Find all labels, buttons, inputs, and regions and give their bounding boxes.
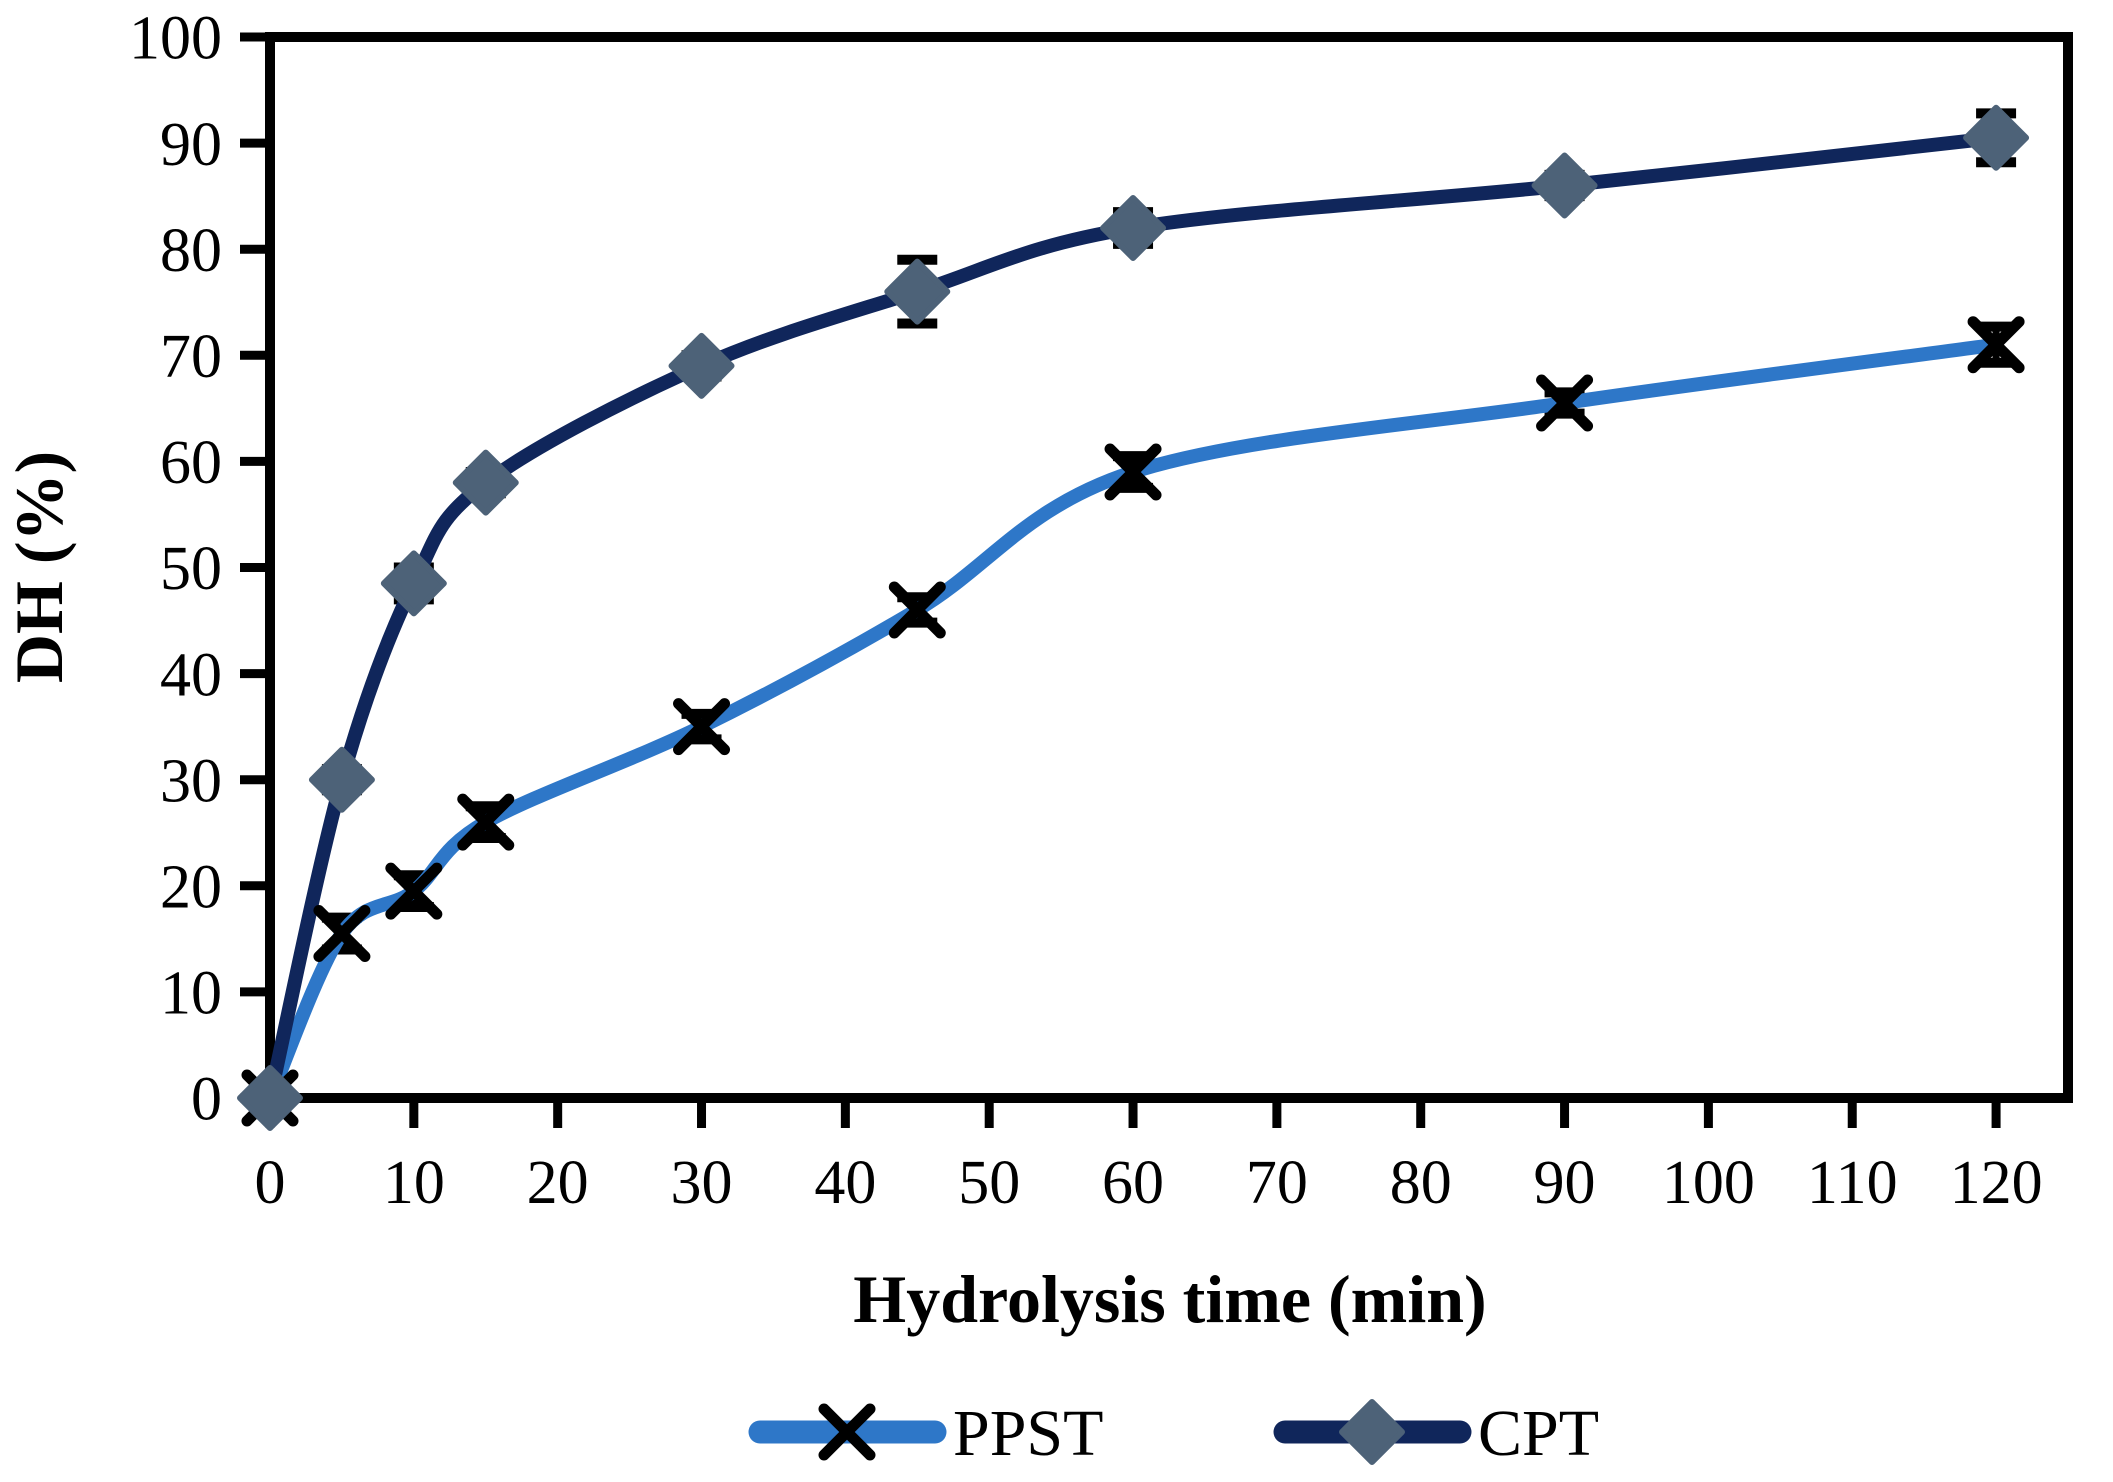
x-tick-label: 100	[1662, 1149, 1755, 1217]
diamond-marker	[668, 332, 735, 399]
diamond-marker	[884, 258, 951, 325]
x-axis-title: Hydrolysis time (min)	[853, 1261, 1486, 1337]
x-tick-label: 20	[527, 1149, 589, 1217]
x-marker	[1967, 316, 2025, 374]
y-tick-label: 100	[129, 5, 222, 73]
error-bars-ppst	[250, 321, 2017, 1109]
legend-swatch-cpt	[1273, 1399, 1472, 1465]
plot-area: 0 10 20 30 40 50 60 70 80 90 100 110 120 0 10 20 30 40 50 6…	[129, 5, 2073, 1217]
x-tick-label: 30	[671, 1149, 733, 1217]
y-tick-label: 10	[160, 960, 222, 1028]
legend-label-cpt: CPT	[1478, 1397, 1599, 1470]
diamond-marker	[452, 449, 519, 516]
diamond-marker	[1531, 152, 1598, 219]
series-line-cpt	[263, 130, 2004, 1105]
y-tick-label: 20	[160, 854, 222, 922]
legend: PPST CPT	[748, 1397, 1599, 1470]
y-tick-label: 50	[160, 535, 222, 603]
legend-label-ppst: PPST	[953, 1397, 1103, 1470]
x-marker	[313, 905, 371, 963]
legend-x-marker-icon	[818, 1403, 876, 1461]
y-tick-label: 0	[191, 1066, 222, 1134]
x-marker	[1104, 443, 1162, 501]
y-tick-label: 60	[160, 429, 222, 497]
x-marker	[1536, 374, 1594, 432]
diamond-marker	[1100, 194, 1167, 261]
legend-diamond-marker-icon	[1339, 1399, 1405, 1465]
x-tick-label: 60	[1102, 1149, 1164, 1217]
x-marker	[385, 862, 443, 920]
x-tick-label: 70	[1246, 1149, 1308, 1217]
x-tick-label: 10	[383, 1149, 445, 1217]
series-markers-cpt	[237, 104, 2030, 1131]
diamond-marker	[237, 1065, 303, 1131]
plot-frame	[265, 32, 2073, 1103]
series-markers-ppst	[241, 316, 2025, 1127]
diamond-marker	[380, 550, 447, 617]
y-tick-label: 70	[160, 323, 222, 391]
legend-swatch-ppst	[748, 1403, 947, 1461]
diamond-marker	[1963, 104, 2030, 171]
x-tick-label: 80	[1390, 1149, 1452, 1217]
diamond-marker	[308, 746, 375, 813]
x-tick-label: 0	[255, 1149, 286, 1217]
error-bars-cpt	[250, 108, 2017, 1109]
x-tick-label: 120	[1950, 1149, 2043, 1217]
y-tick-label: 80	[160, 217, 222, 285]
x-tick-label: 90	[1534, 1149, 1596, 1217]
y-axis-title: DH (%)	[1, 451, 77, 683]
y-tick-label: 90	[160, 111, 222, 179]
x-tick-label: 110	[1807, 1149, 1898, 1217]
y-tick-label: 40	[160, 641, 222, 709]
y-tick-label: 30	[160, 747, 222, 815]
x-marker	[673, 698, 731, 756]
x-tick-label: 50	[958, 1149, 1020, 1217]
x-marker	[888, 581, 946, 639]
x-marker	[457, 793, 515, 851]
x-tick-label: 40	[814, 1149, 876, 1217]
